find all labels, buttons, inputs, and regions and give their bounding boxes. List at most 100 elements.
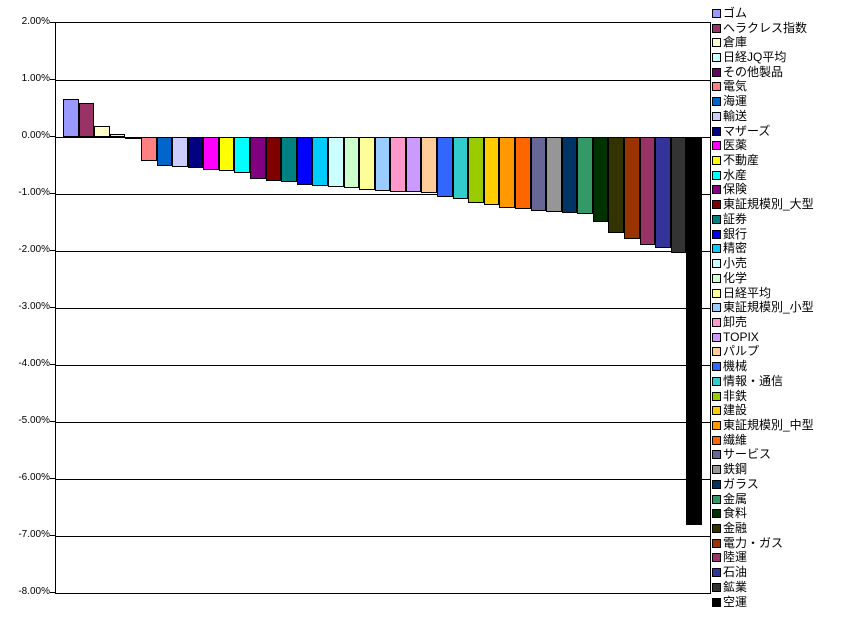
legend-item-40: 鉱業 — [712, 580, 840, 595]
legend-swatch — [712, 597, 721, 607]
legend-item-41: 空運 — [712, 595, 840, 610]
legend-swatch — [712, 244, 721, 254]
legend-label: その他製品 — [723, 64, 784, 79]
bar-19 — [344, 137, 359, 188]
bar-8 — [172, 137, 188, 167]
bar-7 — [157, 137, 172, 166]
bar-31 — [531, 137, 546, 211]
legend-item-11: 不動産 — [712, 153, 840, 168]
legend-label: 海運 — [723, 94, 748, 109]
legend-swatch — [712, 509, 721, 519]
legend-swatch — [712, 82, 721, 92]
y-axis-tick — [50, 136, 55, 137]
legend-item-34: 金属 — [712, 492, 840, 507]
bar-18 — [328, 137, 344, 187]
y-axis-label: -7.00% — [18, 529, 50, 540]
legend-label: ヘラクレス指数 — [723, 20, 808, 35]
y-axis-tick — [50, 421, 55, 422]
legend-swatch — [712, 156, 721, 166]
bar-10 — [203, 137, 219, 170]
bar-27 — [468, 137, 484, 203]
gridline — [56, 307, 710, 309]
bar-22 — [390, 137, 406, 192]
bar-40 — [671, 137, 686, 253]
legend-item-39: 石油 — [712, 565, 840, 580]
legend-item-20: 日経平均 — [712, 286, 840, 301]
legend-item-37: 電力・ガス — [712, 536, 840, 551]
bar-24 — [421, 137, 437, 193]
bar-9 — [188, 137, 203, 168]
y-axis-tick — [50, 592, 55, 593]
bar-38 — [640, 137, 655, 245]
legend-swatch — [712, 582, 721, 592]
gridline — [56, 193, 710, 195]
legend-label: 建設 — [723, 403, 748, 418]
legend-swatch — [712, 8, 721, 18]
gridline — [56, 421, 710, 423]
legend-label: マザーズ — [723, 123, 771, 138]
legend-item-28: 建設 — [712, 403, 840, 418]
bar-25 — [437, 137, 453, 197]
legend-label: パルプ — [723, 344, 760, 359]
legend-swatch — [712, 568, 721, 578]
legend-swatch — [712, 538, 721, 548]
legend-item-30: 繊維 — [712, 433, 840, 448]
legend-label: 電気 — [723, 79, 748, 94]
legend-label: 食料 — [723, 506, 748, 521]
gridline — [56, 250, 710, 252]
bar-36 — [608, 137, 624, 233]
legend-label: 東証規模別_小型 — [723, 300, 814, 315]
legend-label: 日経平均 — [723, 285, 772, 300]
y-axis-label: -1.00% — [18, 187, 50, 198]
gridline — [56, 535, 710, 537]
legend-item-25: 機械 — [712, 359, 840, 374]
y-axis-label: -3.00% — [18, 301, 50, 312]
y-axis-label: 2.00% — [21, 16, 50, 27]
legend-item-24: パルプ — [712, 345, 840, 360]
y-axis-tick — [50, 193, 55, 194]
y-axis-tick — [50, 79, 55, 80]
legend-swatch — [712, 214, 721, 224]
legend-label: 石油 — [723, 565, 748, 580]
legend-label: 倉庫 — [723, 35, 748, 50]
bar-3 — [94, 126, 110, 137]
gridline — [56, 79, 710, 81]
legend-item-10: 医薬 — [712, 138, 840, 153]
legend-swatch — [712, 465, 721, 475]
legend-item-6: 電気 — [712, 80, 840, 95]
bar-41 — [686, 137, 702, 525]
y-axis-label: -8.00% — [18, 586, 50, 597]
legend-swatch — [712, 67, 721, 77]
bar-29 — [499, 137, 515, 208]
legend-item-21: 東証規模別_小型 — [712, 300, 840, 315]
legend-item-5: その他製品 — [712, 65, 840, 80]
legend-label: 医薬 — [723, 138, 748, 153]
legend-label: ゴム — [723, 5, 748, 20]
legend-item-16: 銀行 — [712, 227, 840, 242]
legend-swatch — [712, 494, 721, 504]
legend-swatch — [712, 170, 721, 180]
legend-label: 電力・ガス — [723, 535, 784, 550]
legend-swatch — [712, 553, 721, 563]
bar-13 — [250, 137, 266, 179]
y-axis-label: 0.00% — [21, 130, 50, 141]
legend-swatch — [712, 317, 721, 327]
legend-item-35: 食料 — [712, 506, 840, 521]
legend-swatch — [712, 259, 721, 269]
legend-swatch — [712, 38, 721, 48]
bar-6 — [141, 137, 157, 161]
legend-item-19: 化学 — [712, 271, 840, 286]
legend-swatch — [712, 362, 721, 372]
bar-37 — [624, 137, 640, 239]
legend-label: 東証規模別_中型 — [723, 417, 814, 432]
legend-item-22: 卸売 — [712, 315, 840, 330]
legend-label: 繊維 — [723, 432, 748, 447]
y-axis-tick — [50, 307, 55, 308]
legend-swatch — [712, 347, 721, 357]
legend-item-15: 証券 — [712, 212, 840, 227]
bar-4 — [110, 134, 125, 137]
bar-34 — [577, 137, 593, 214]
legend-label: 不動産 — [723, 153, 760, 168]
gridline — [56, 364, 710, 366]
legend-item-26: 情報・通信 — [712, 374, 840, 389]
